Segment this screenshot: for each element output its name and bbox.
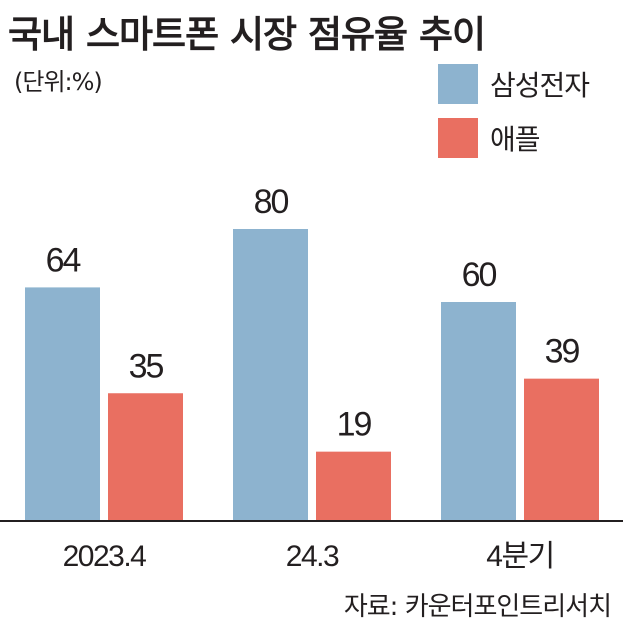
bar-samsung-2 bbox=[441, 302, 516, 521]
data-label-samsung-2: 60 bbox=[462, 256, 497, 294]
x-tick-label-0: 2023.4 bbox=[63, 540, 147, 573]
bar-apple-1 bbox=[316, 451, 391, 521]
bar-samsung-0 bbox=[25, 287, 100, 521]
legend-item-samsung: 삼성전자 bbox=[438, 64, 590, 104]
legend-swatch-apple bbox=[438, 118, 478, 158]
x-tick-label-1: 24.3 bbox=[286, 540, 339, 573]
data-label-apple-1: 19 bbox=[337, 406, 372, 444]
legend-swatch-samsung bbox=[438, 64, 478, 104]
chart-title: 국내 스마트폰 시장 점유율 추이 bbox=[8, 13, 486, 56]
data-label-samsung-1: 80 bbox=[254, 183, 289, 221]
bar-apple-2 bbox=[524, 378, 599, 521]
bar-samsung-1 bbox=[233, 229, 308, 521]
data-label-samsung-0: 64 bbox=[46, 241, 81, 279]
bar-apple-0 bbox=[108, 393, 183, 521]
source-note: 자료: 카운터포인트리서치 bbox=[343, 592, 612, 622]
data-label-apple-2: 39 bbox=[545, 333, 580, 371]
data-label-apple-0: 35 bbox=[129, 347, 164, 385]
legend: 삼성전자 애플 bbox=[438, 64, 590, 172]
unit-label: (단위:%) bbox=[14, 68, 103, 96]
legend-label-apple: 애플 bbox=[490, 123, 541, 156]
legend-item-apple: 애플 bbox=[438, 118, 589, 158]
legend-label-samsung: 삼성전자 bbox=[490, 69, 590, 102]
x-tick-label-2: 4분기 bbox=[486, 540, 553, 573]
